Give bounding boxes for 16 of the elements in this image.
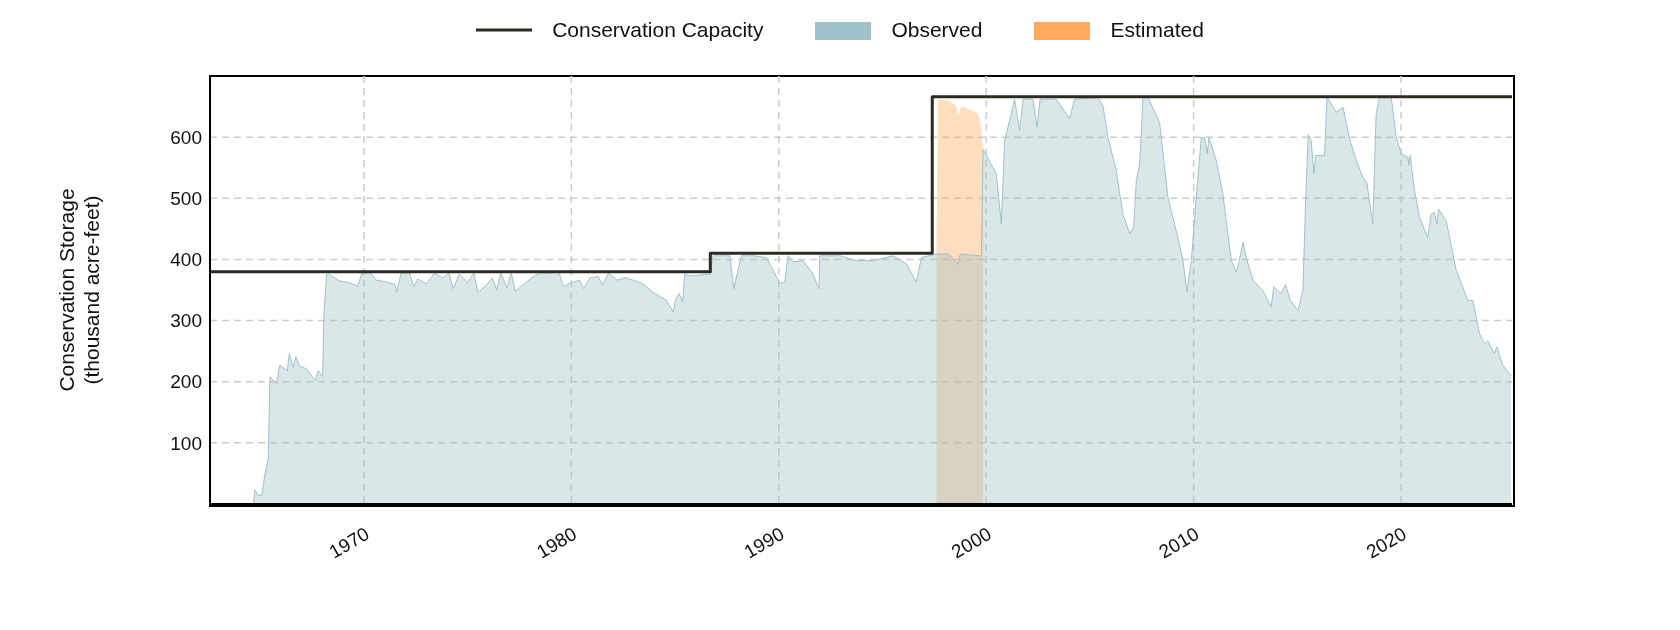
legend-label: Observed xyxy=(891,18,983,42)
y-axis-title: Conservation Storage (thousand acre-feet) xyxy=(55,188,103,392)
x-tick-label: 1990 xyxy=(740,523,788,563)
x-tick-label: 1980 xyxy=(533,523,581,563)
x-tick-label: 2020 xyxy=(1362,523,1410,563)
x-tick-label: 2010 xyxy=(1155,523,1203,563)
y-tick-label: 300 xyxy=(170,310,202,332)
y-tick-label: 600 xyxy=(170,126,202,148)
y-tick-label: 500 xyxy=(170,188,202,210)
y-tick-label: 400 xyxy=(170,249,202,271)
x-tick-label: 1970 xyxy=(325,523,373,563)
legend-label: Conservation Capacity xyxy=(552,18,764,42)
y-tick-label: 200 xyxy=(170,371,202,393)
legend-label: Estimated xyxy=(1110,18,1204,42)
x-tick-label: 2000 xyxy=(947,523,995,563)
y-tick-label: 100 xyxy=(170,432,202,454)
